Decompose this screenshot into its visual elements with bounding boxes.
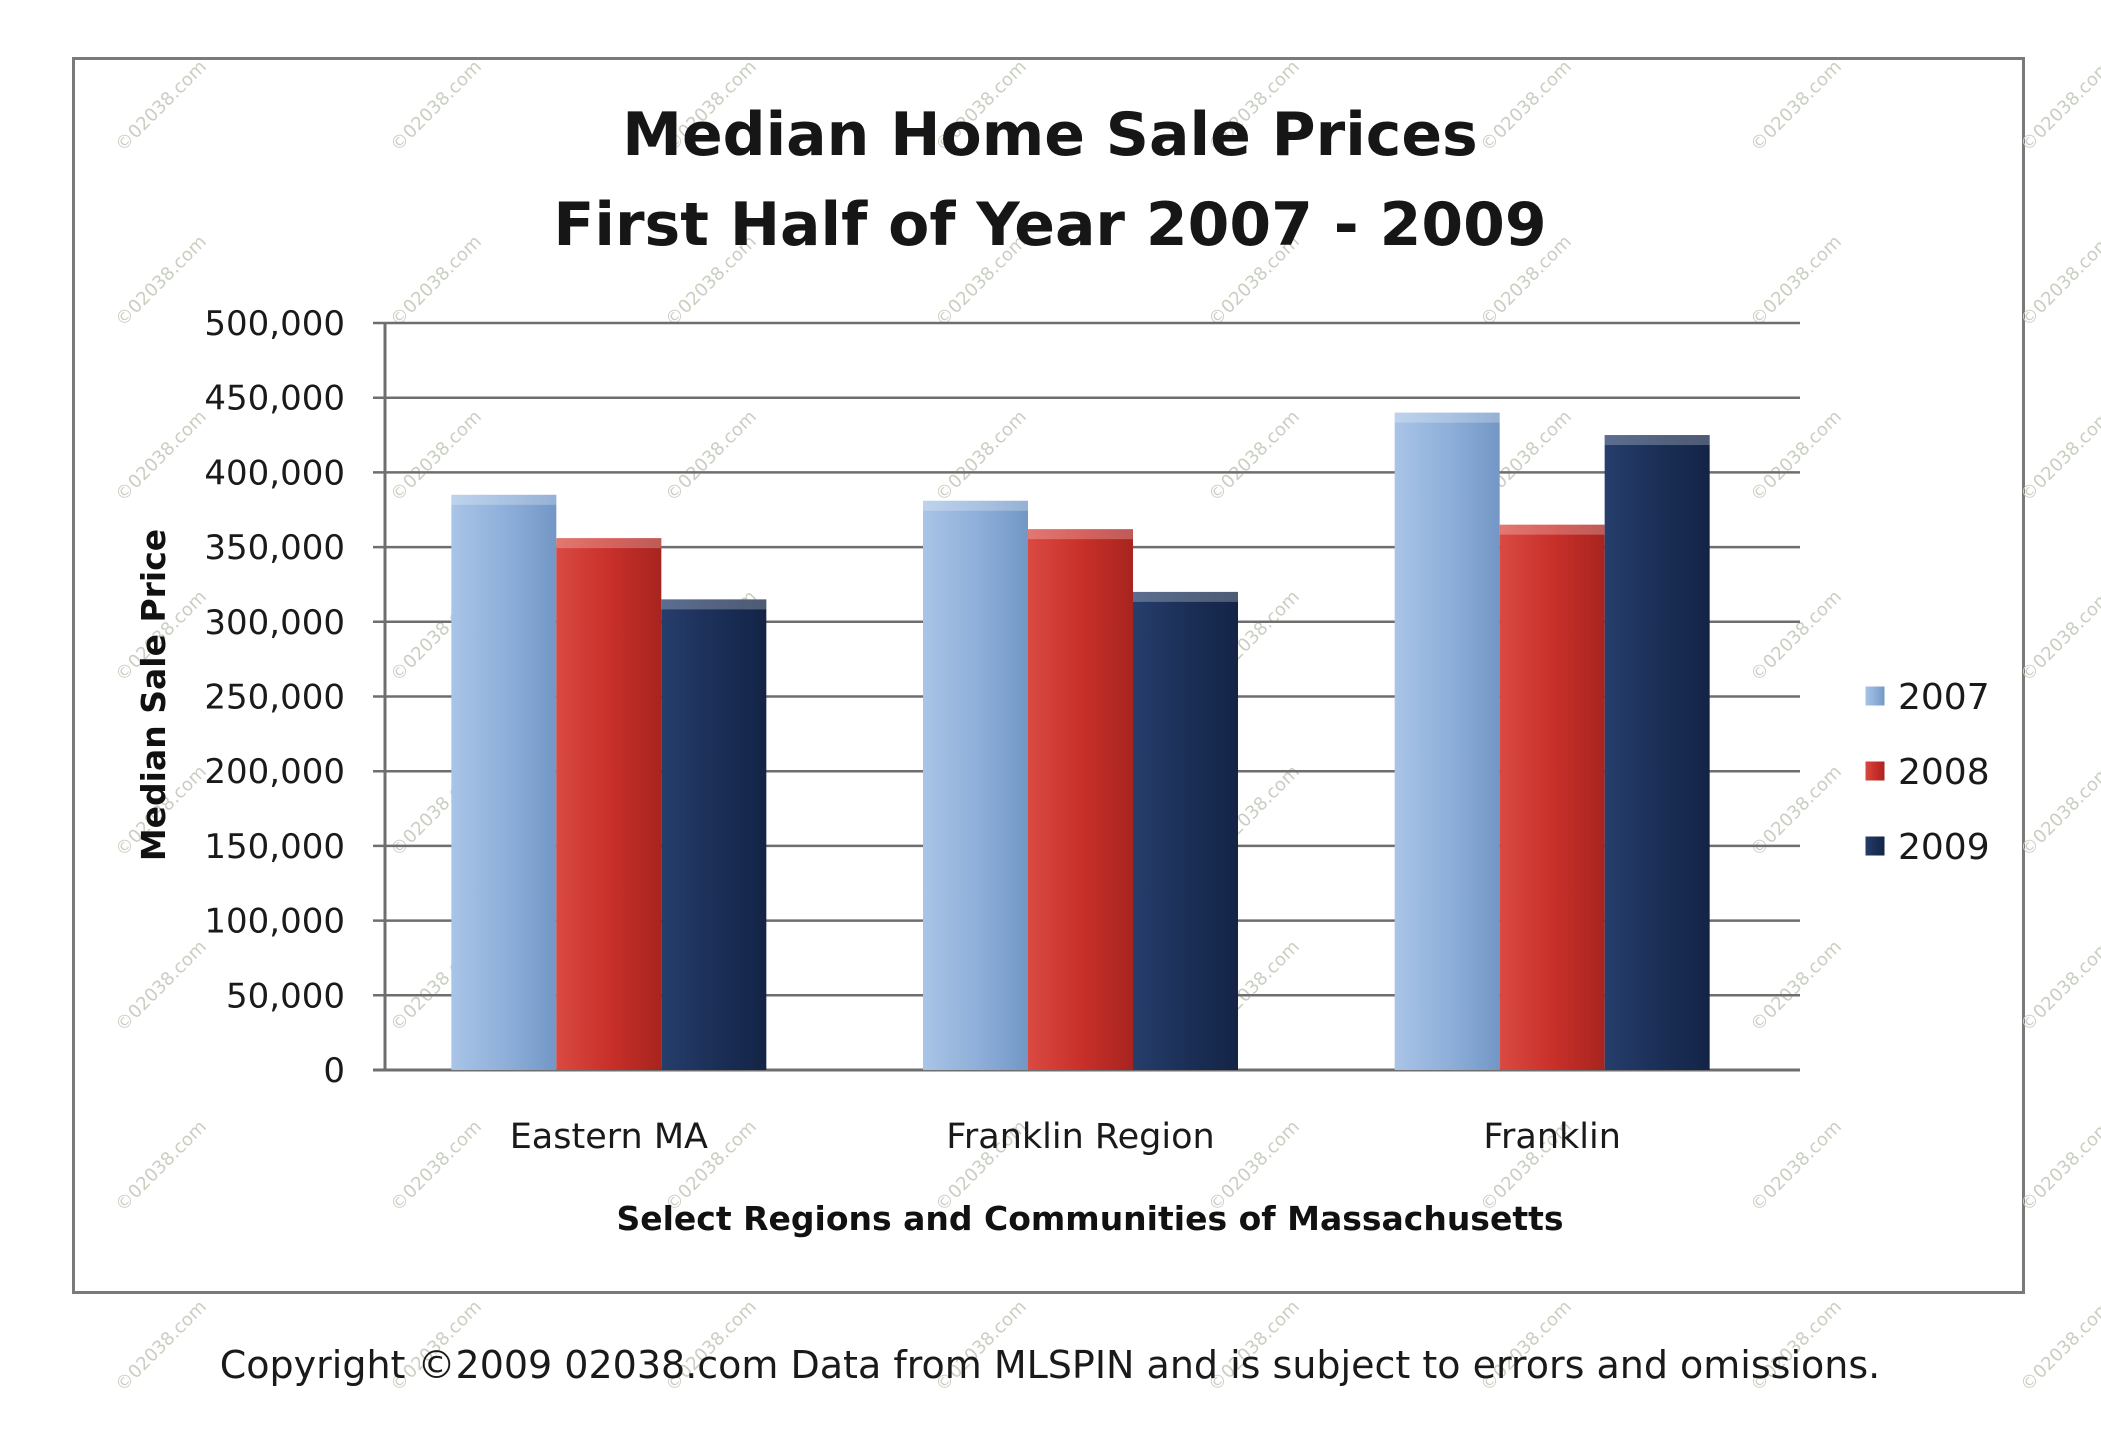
watermark-text: ©02038.com bbox=[1746, 936, 1845, 1035]
y-tick-label: 0 bbox=[323, 1051, 345, 1091]
bar-top-highlight bbox=[1604, 435, 1710, 446]
watermark-text: ©02038.com bbox=[386, 406, 485, 505]
watermark-text: ©02038.com bbox=[1204, 406, 1303, 505]
y-tick-label: 100,000 bbox=[204, 902, 345, 942]
y-tick-labels: 0 50,000 100,000 150,000 200,000 250,000 300,0… bbox=[204, 304, 345, 1091]
watermark-text: ©02038.com bbox=[2016, 1116, 2101, 1215]
watermark-text: ©02038.com bbox=[386, 1116, 485, 1215]
watermark-text: ©02038.com bbox=[1746, 56, 1845, 155]
legend-label-2008: 2008 bbox=[1898, 752, 1990, 793]
bar-2009-eastern-ma bbox=[661, 599, 767, 1070]
legend: 2007 2008 2009 bbox=[1864, 677, 1990, 868]
watermark-text: ©02038.com bbox=[1746, 586, 1845, 685]
watermark-text: ©02038.com bbox=[2016, 936, 2101, 1035]
y-tick-label: 150,000 bbox=[204, 827, 345, 867]
watermark-text: ©02038.com bbox=[2016, 231, 2101, 330]
y-tick-label: 450,000 bbox=[204, 379, 345, 419]
bar-top-highlight bbox=[451, 494, 557, 505]
bar-2009-franklin-region bbox=[1133, 591, 1238, 1070]
bar-top-highlight bbox=[661, 599, 767, 610]
y-axis-title: Median Sale Price bbox=[134, 529, 173, 861]
legend-swatch-2009 bbox=[1864, 835, 1886, 857]
watermark-text: ©02038.com bbox=[2016, 761, 2101, 860]
chart-title: Median Home Sale Prices bbox=[622, 100, 1478, 170]
chart-subtitle: First Half of Year 2007 - 2009 bbox=[553, 190, 1546, 260]
watermark-text: ©02038.com bbox=[1746, 1116, 1845, 1215]
bar-2008-franklin bbox=[1499, 524, 1605, 1070]
watermark-text: ©02038.com bbox=[1746, 406, 1845, 505]
x-category-labels: Eastern MA Franklin Region Franklin bbox=[510, 1117, 1621, 1157]
watermark-text: ©02038.com bbox=[111, 1116, 210, 1215]
watermark-text: ©02038.com bbox=[1476, 56, 1575, 155]
bar-2007-eastern-ma bbox=[451, 494, 557, 1070]
watermark-text: ©02038.com bbox=[1746, 231, 1845, 330]
watermark-text: ©02038.com bbox=[111, 406, 210, 505]
bars bbox=[451, 412, 1710, 1070]
y-tick-label: 350,000 bbox=[204, 528, 345, 568]
y-tick-label: 200,000 bbox=[204, 752, 345, 792]
x-category-label: Eastern MA bbox=[510, 1117, 708, 1157]
watermark-text: ©02038.com bbox=[111, 936, 210, 1035]
watermark-text: ©02038.com bbox=[386, 56, 485, 155]
x-axis-title: Select Regions and Communities of Massac… bbox=[616, 1199, 1563, 1238]
bar-top-highlight bbox=[1394, 412, 1500, 423]
y-tick-label: 250,000 bbox=[204, 678, 345, 718]
watermark-text: ©02038.com bbox=[111, 231, 210, 330]
watermark-text: ©02038.com bbox=[931, 406, 1030, 505]
bar-2008-franklin-region bbox=[1028, 529, 1133, 1070]
watermark-text: ©02038.com bbox=[111, 56, 210, 155]
legend-swatch-2007 bbox=[1864, 685, 1886, 707]
watermark-text: ©02038.com bbox=[386, 231, 485, 330]
bar-top-highlight bbox=[556, 538, 662, 549]
watermark-text: ©02038.com bbox=[2016, 586, 2101, 685]
bar-2007-franklin bbox=[1394, 412, 1500, 1070]
legend-label-2007: 2007 bbox=[1898, 677, 1990, 718]
x-category-label: Franklin Region bbox=[946, 1117, 1214, 1157]
x-category-label: Franklin bbox=[1483, 1117, 1621, 1157]
y-tick-label: 400,000 bbox=[204, 453, 345, 493]
bar-top-highlight bbox=[1133, 591, 1238, 602]
legend-swatch-2008 bbox=[1864, 760, 1886, 782]
watermark-text: ©02038.com bbox=[661, 406, 760, 505]
bar-2008-eastern-ma bbox=[556, 538, 662, 1070]
y-tick-label: 300,000 bbox=[204, 603, 345, 643]
bar-top-highlight bbox=[1028, 529, 1133, 540]
bar-top-highlight bbox=[1499, 524, 1605, 535]
watermark-text: ©02038.com bbox=[111, 1296, 210, 1395]
legend-label-2009: 2009 bbox=[1898, 827, 1990, 868]
y-tick-label: 500,000 bbox=[204, 304, 345, 344]
watermark-text: ©02038.com bbox=[2016, 56, 2101, 155]
footer-copyright: Copyright ©2009 02038.com Data from MLSP… bbox=[220, 1343, 1880, 1387]
watermark-text: ©02038.com bbox=[2016, 1296, 2101, 1395]
bar-top-highlight bbox=[923, 500, 1028, 511]
bar-2009-franklin bbox=[1604, 435, 1710, 1070]
bar-2007-franklin-region bbox=[923, 500, 1028, 1070]
watermark-text: ©02038.com bbox=[2016, 406, 2101, 505]
y-tick-label: 50,000 bbox=[226, 976, 345, 1016]
